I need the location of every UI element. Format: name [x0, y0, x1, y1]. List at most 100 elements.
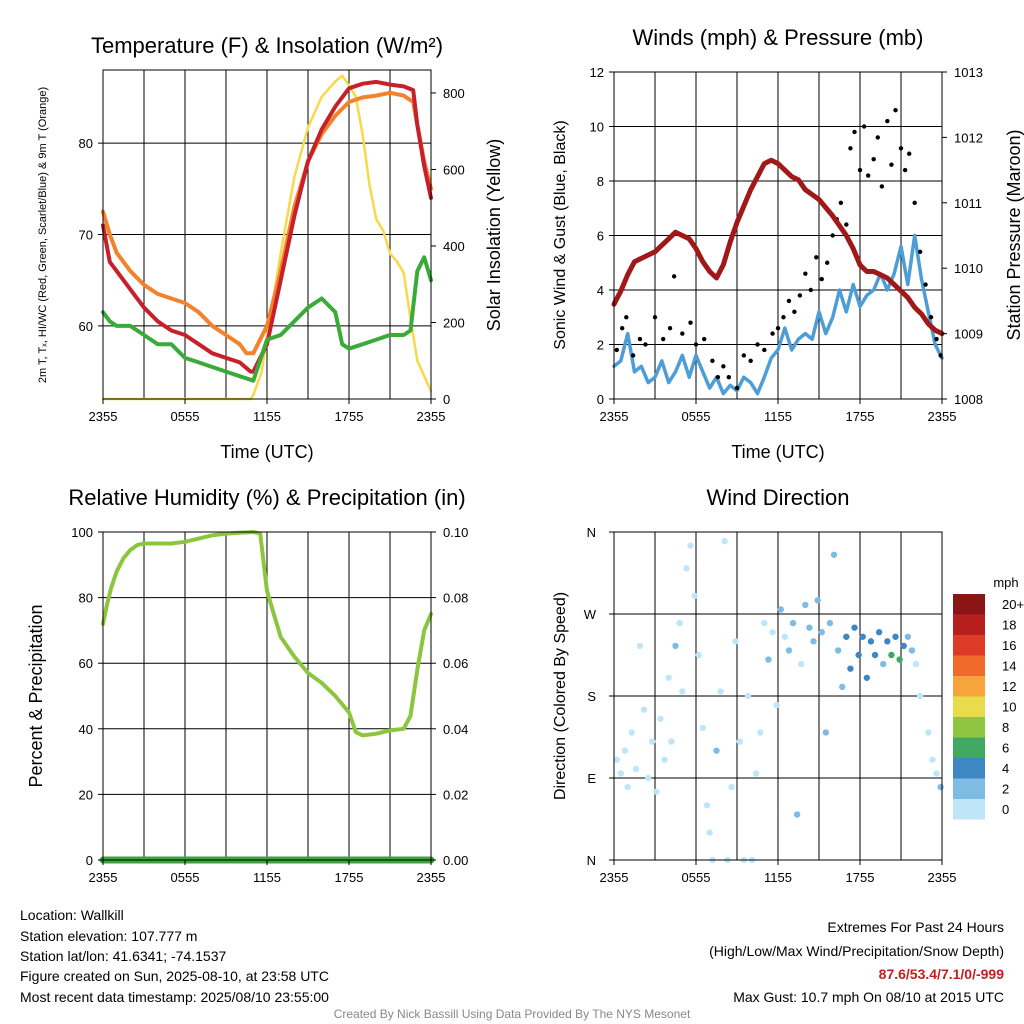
gust-point: [680, 331, 685, 336]
y-tick-label-right: 1010: [954, 261, 983, 276]
direction-tick-label: W: [584, 607, 597, 622]
wind-direction-point: [744, 692, 752, 700]
wind-direction-point: [847, 665, 854, 672]
gust-point: [871, 157, 876, 162]
y-tick-label-left: 10: [590, 120, 604, 135]
direction-tick-label: E: [587, 771, 596, 786]
gust-point: [710, 358, 715, 364]
footer-created: Figure created on Sun, 2025-08-10, at 23…: [20, 968, 329, 984]
wind-direction-point: [649, 738, 656, 745]
gust-point: [857, 167, 863, 173]
gust-point: [781, 315, 786, 320]
y-tick-label-left: 40: [79, 722, 93, 737]
extremes-subtitle: (High/Low/Max Wind/Precipitation/Snow De…: [709, 943, 1004, 959]
wind-direction-point: [717, 688, 724, 695]
colorbar-swatch: [953, 594, 985, 615]
y-tick-label-right: 0.10: [443, 525, 468, 540]
colorbar-swatch: [953, 737, 985, 758]
gust-point: [917, 249, 923, 255]
gust-point: [852, 129, 857, 135]
gust-point: [848, 146, 853, 151]
x-tick-label: 1155: [253, 409, 281, 424]
x-tick-label: 2355: [928, 409, 957, 424]
x-tick-label: 2355: [417, 409, 446, 424]
y-tick-label-left: 100: [71, 525, 93, 540]
gust-point: [620, 325, 625, 331]
colorbar-label: 6: [1002, 741, 1009, 756]
wind-direction-point: [683, 565, 690, 572]
temp_orange-series-line: [101, 90, 433, 356]
direction-tick-label: N: [587, 525, 596, 540]
wind-direction-point: [937, 783, 944, 791]
wind-direction-point: [713, 747, 720, 754]
relative-humidity-line: [101, 530, 433, 738]
footer-recent: Most recent data timestamp: 2025/08/10 2…: [20, 989, 329, 1005]
y-tick-label-left: 80: [79, 591, 93, 606]
wind-direction-point: [736, 738, 743, 745]
wind-direction-point: [839, 683, 846, 691]
x-tick-label: 1755: [846, 409, 875, 424]
wind-direction-point: [752, 770, 760, 777]
wind-direction-point: [765, 656, 772, 663]
direction-tick-label: S: [587, 689, 596, 704]
speed-colorbar: mph 0 2 4 6 8 10 12 14 16 18 20+: [953, 575, 1024, 820]
gust-point: [814, 255, 819, 260]
x-tick-label: 2355: [89, 409, 118, 424]
wind-direction-point: [818, 629, 825, 636]
gust-point: [762, 347, 767, 353]
y-tick-label-right: 1009: [954, 327, 983, 342]
humidity-panel: Relative Humidity (%) & Precipitation (i…: [26, 485, 468, 885]
wind-direction-title: Wind Direction: [706, 485, 849, 510]
gust-point: [819, 276, 824, 282]
gust-point: [923, 282, 928, 287]
wind-direction-point: [843, 633, 850, 640]
wind-direction-point: [676, 619, 683, 627]
gust-point: [726, 375, 731, 380]
humidity-title: Relative Humidity (%) & Precipitation (i…: [68, 485, 465, 510]
colorbar-title: mph: [993, 575, 1018, 590]
y-tick-label-left: 80: [79, 136, 93, 151]
wind-direction-point: [888, 651, 895, 659]
wind-direction-point: [904, 633, 912, 640]
y-tick-label-left: 12: [590, 65, 604, 80]
wind-direction-point: [640, 706, 648, 713]
gust-point: [797, 293, 803, 298]
gust-point: [652, 315, 658, 320]
y-tick-label-left: 70: [79, 228, 93, 243]
wind-direction-point: [925, 729, 932, 736]
y-tick-label-right: 1013: [954, 65, 983, 80]
gust-point: [748, 358, 753, 364]
wind-direction-point: [699, 724, 707, 732]
wind-direction-point: [916, 692, 924, 700]
colorbar-swatch: [953, 635, 985, 656]
x-tick-label: 0555: [682, 409, 711, 424]
colorbar-swatch: [953, 758, 985, 779]
colorbar-swatch: [953, 655, 985, 676]
footer-elevation: Station elevation: 107.777 m: [20, 928, 198, 944]
gust-point: [893, 107, 898, 113]
temperature-ylabel-left: 2m T, Tₓ, HI/WC (Red, Green, Scarlet/Blu…: [37, 87, 49, 383]
wind-direction-point: [679, 688, 686, 695]
wind-direction-point: [732, 638, 739, 645]
temp_green-series-line: [101, 255, 433, 383]
gust-point: [898, 146, 904, 151]
wind-direction-point: [798, 660, 805, 668]
wind-direction-point: [814, 597, 821, 604]
wind-direction-point: [884, 638, 891, 645]
colorbar-label: 10: [1002, 700, 1016, 715]
wind-direction-point: [892, 633, 899, 640]
wind-direction-point: [624, 783, 631, 791]
x-tick-label: 0555: [171, 409, 200, 424]
y-tick-label-right: 0.02: [443, 787, 468, 802]
wind-direction-point: [703, 802, 711, 809]
y-tick-label-right: 0.04: [443, 722, 468, 737]
colorbar-swatch: [953, 799, 985, 820]
gust-point: [614, 347, 619, 353]
y-tick-label-right: 1012: [954, 130, 983, 145]
y-tick-label-right: 0: [443, 392, 450, 407]
wind-direction-point: [880, 660, 887, 668]
y-tick-label-left: 60: [79, 319, 93, 334]
wind-direction-point: [672, 642, 679, 650]
y-tick-label-right: 0.00: [443, 853, 468, 868]
wind-direction-point: [687, 542, 694, 549]
